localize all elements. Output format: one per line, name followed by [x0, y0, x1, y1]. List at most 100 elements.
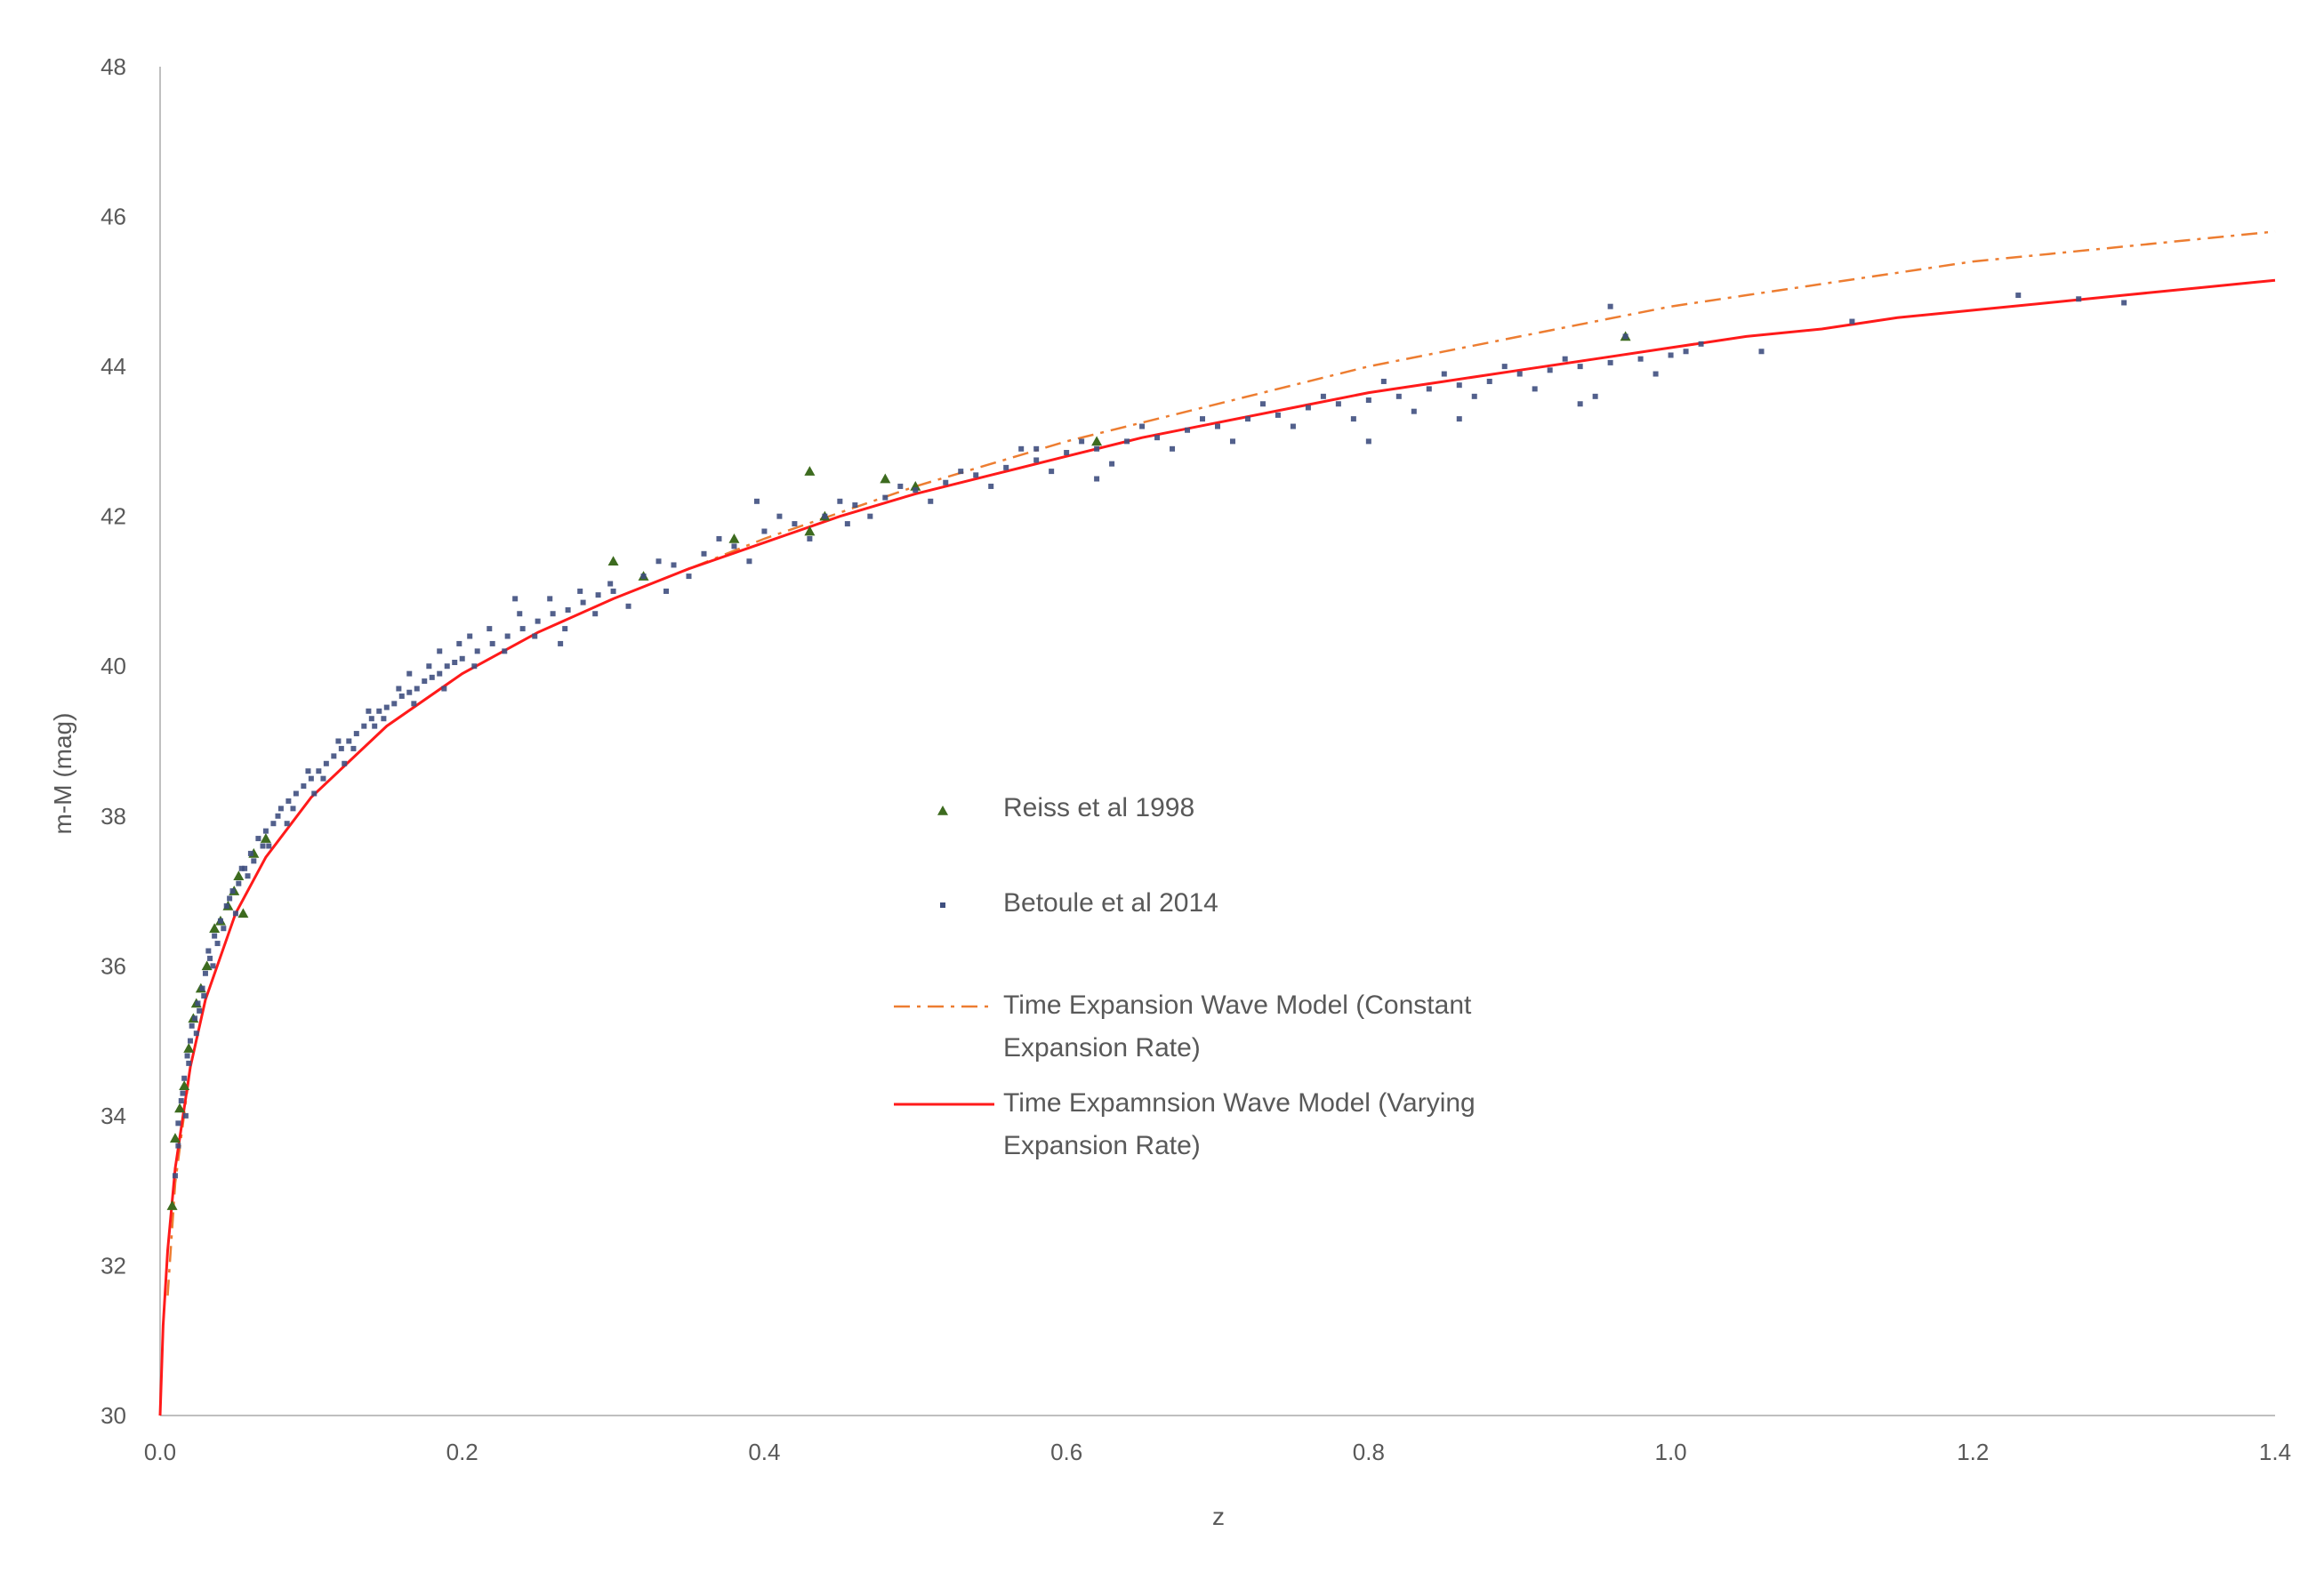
betoule-data-point — [368, 716, 374, 722]
betoule-data-point — [1547, 367, 1553, 373]
betoule-data-point — [592, 611, 599, 617]
reiss-data-point — [1091, 436, 1103, 446]
betoule-data-point — [197, 1007, 203, 1014]
varying-model-line — [158, 278, 2276, 1416]
betoule-data-point — [411, 701, 417, 707]
betoule-data-point — [414, 686, 420, 692]
y-tick-label: 36 — [101, 952, 126, 979]
betoule-data-point — [181, 1075, 188, 1081]
betoule-data-point — [1275, 412, 1281, 418]
betoule-data-point — [311, 790, 318, 797]
betoule-data-point — [988, 483, 994, 489]
betoule-data-point — [535, 618, 541, 624]
reiss-data-point — [804, 466, 816, 476]
betoule-data-point — [897, 483, 904, 489]
betoule-data-point — [372, 723, 378, 729]
reiss-data-point — [260, 833, 271, 843]
legend-label: Time Expansion Wave Model (Constant — [1003, 991, 1472, 1020]
y-tick-label: 30 — [101, 1402, 126, 1429]
betoule-data-point — [1365, 397, 1371, 404]
betoule-data-point — [1215, 423, 1220, 429]
betoule-data-point — [562, 626, 568, 632]
betoule-data-point — [565, 607, 571, 614]
betoule-data-point — [837, 498, 843, 504]
series-lines — [158, 230, 2276, 1416]
x-tick-label: 0.8 — [1353, 1439, 1385, 1465]
betoule-data-point — [761, 528, 768, 534]
betoule-data-point — [422, 678, 428, 685]
betoule-data-point — [1079, 438, 1085, 445]
y-axis-ticks: 30 32 34 36 38 40 42 44 46 48 — [101, 53, 126, 1429]
betoule-data-point — [1365, 438, 1371, 445]
reiss-data-point — [233, 870, 245, 880]
betoule-data-point — [776, 513, 783, 519]
betoule-data-point — [1577, 401, 1583, 407]
betoule-data-point — [437, 670, 443, 677]
betoule-data-point — [284, 821, 290, 827]
betoule-data-point — [323, 760, 329, 766]
betoule-data-point — [245, 873, 251, 879]
legend-label: Reiss et al 1998 — [1003, 793, 1194, 822]
betoule-data-point — [1380, 378, 1387, 384]
betoule-data-point — [1033, 445, 1040, 452]
betoule-data-point — [251, 858, 257, 864]
betoule-data-point — [1456, 382, 1462, 389]
betoule-data-point — [285, 798, 292, 804]
x-tick-label: 1.4 — [2259, 1439, 2291, 1465]
betoule-data-point — [180, 1090, 186, 1096]
betoule-data-point — [1683, 349, 1689, 355]
reiss-data-point — [728, 533, 740, 543]
betoule-data-point — [913, 487, 919, 493]
betoule-data-point — [184, 1053, 190, 1059]
betoule-data-point — [844, 521, 850, 527]
betoule-data-point — [437, 648, 443, 654]
betoule-data-point — [550, 611, 556, 617]
betoule-data-point — [1018, 445, 1025, 452]
x-tick-label: 0.6 — [1050, 1439, 1082, 1465]
betoule-data-point — [201, 993, 207, 999]
y-tick-label: 46 — [101, 204, 126, 230]
betoule-data-point — [943, 479, 949, 485]
legend-label: Betoule et al 2014 — [1003, 888, 1218, 918]
betoule-data-point — [217, 918, 223, 924]
betoule-data-point — [1049, 469, 1055, 475]
betoule-data-point — [1305, 405, 1311, 411]
betoule-data-point — [1335, 401, 1341, 407]
betoule-data-point — [595, 592, 601, 598]
legend-reiss-marker — [937, 806, 948, 815]
betoule-data-point — [335, 738, 342, 744]
x-tick-label: 0.2 — [446, 1439, 478, 1465]
y-tick-label: 34 — [101, 1103, 126, 1129]
betoule-data-point — [1244, 416, 1250, 422]
betoule-data-point — [376, 708, 382, 714]
betoule-data-point — [301, 783, 307, 790]
betoule-data-point — [577, 588, 583, 594]
betoule-data-point — [193, 1031, 199, 1037]
betoule-data-point — [182, 1112, 189, 1119]
betoule-data-point — [293, 790, 299, 797]
betoule-data-point — [1486, 378, 1492, 384]
betoule-data-point — [1501, 364, 1508, 370]
betoule-data-point — [1350, 416, 1356, 422]
betoule-data-point — [242, 865, 248, 871]
x-tick-label: 0.0 — [144, 1439, 176, 1465]
x-axis-title: z — [1212, 1503, 1225, 1530]
betoule-data-point — [1532, 386, 1538, 392]
betoule-data-point — [1471, 393, 1477, 399]
betoule-data-point — [1109, 461, 1115, 467]
betoule-data-point — [361, 723, 367, 729]
y-tick-label: 44 — [101, 353, 126, 380]
betoule-data-point — [1653, 371, 1659, 377]
betoule-data-point — [1562, 356, 1568, 362]
betoule-data-point — [406, 689, 413, 695]
betoule-data-point — [429, 674, 435, 680]
betoule-data-point — [346, 738, 352, 744]
betoule-data-point — [547, 596, 553, 602]
betoule-data-point — [308, 775, 314, 782]
betoule-data-point — [558, 640, 564, 646]
betoule-data-point — [701, 550, 707, 557]
betoule-data-point — [822, 513, 828, 519]
betoule-data-point — [1139, 423, 1146, 429]
betoule-data-point — [212, 933, 218, 939]
